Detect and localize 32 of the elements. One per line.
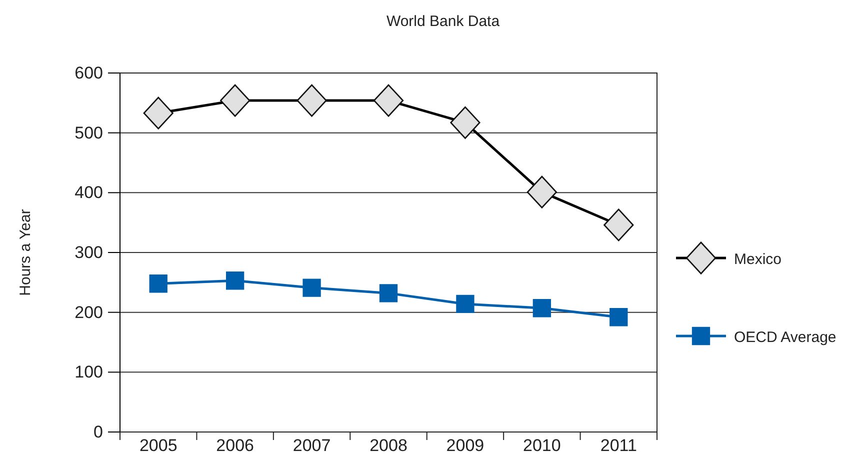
x-tick-label: 2005: [139, 436, 178, 455]
legend-label: OECD Average: [734, 329, 836, 346]
y-axis-title: Hours a Year: [17, 209, 34, 296]
legend-label: Mexico: [734, 251, 782, 268]
y-tick-label: 200: [74, 302, 103, 322]
y-tick-label: 500: [74, 123, 103, 142]
point: [379, 284, 398, 302]
point: [143, 96, 174, 130]
point: [604, 208, 634, 242]
x-tick-label: 2008: [370, 436, 408, 455]
point: [532, 299, 552, 318]
point: [610, 308, 628, 326]
point: [226, 272, 244, 290]
point: [526, 176, 557, 208]
y-tick-label: 400: [74, 183, 103, 202]
point: [302, 278, 321, 297]
point: [220, 84, 250, 117]
y-tick-label: 100: [74, 362, 103, 382]
x-tick-label: 2006: [216, 436, 254, 455]
x-tick-label: 2011: [600, 436, 637, 455]
y-tick-label: 600: [74, 63, 103, 82]
point: [456, 294, 474, 314]
x-tick-label: 2009: [446, 436, 484, 455]
y-tick-label: 300: [74, 242, 103, 262]
point: [296, 84, 327, 117]
point: [149, 274, 168, 293]
point: [450, 106, 480, 139]
point: [373, 84, 404, 117]
x-tick-label: 2007: [292, 436, 331, 455]
x-tick-label: 2010: [523, 436, 561, 455]
chart-title: World Bank Data: [386, 13, 500, 30]
y-tick-label: 0: [94, 422, 103, 442]
